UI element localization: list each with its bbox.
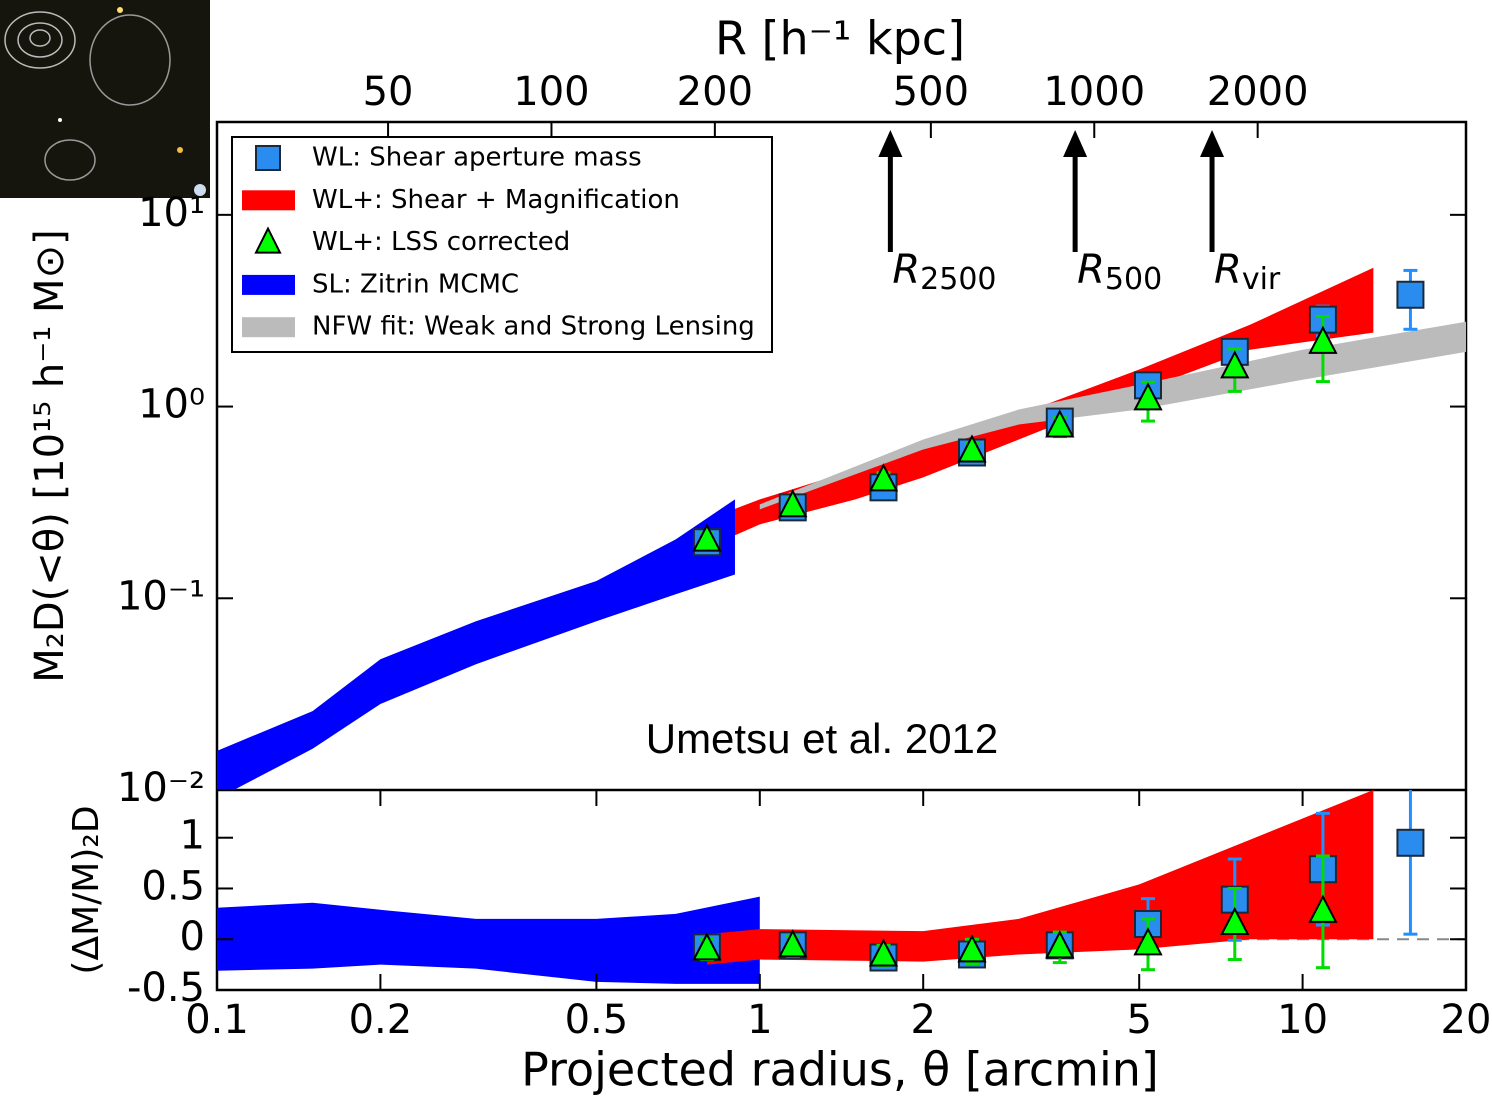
y-tick-label: 10⁻² <box>117 765 205 811</box>
arrow-label-sub: 500 <box>1105 262 1162 297</box>
point <box>692 523 722 552</box>
point <box>1133 382 1163 411</box>
x-tick-label: 0.2 <box>349 997 413 1043</box>
arrow-label-main: R <box>892 247 920 293</box>
point <box>1045 930 1075 959</box>
band <box>217 499 735 790</box>
legend-label: WL: Shear aperture mass <box>312 143 642 173</box>
arrow-label: Rvir <box>1214 247 1281 297</box>
panel <box>217 790 1466 984</box>
annotation: Umetsu et al. 2012 <box>646 715 999 762</box>
y-axis-label: M₂D(<θ) [10¹⁵ h⁻¹ M⊙] <box>27 229 73 682</box>
point <box>1045 409 1075 438</box>
point <box>1220 906 1250 936</box>
plot-frame <box>215 120 1468 992</box>
x-tick-label: 10 <box>1277 997 1328 1043</box>
arrow-label-main: R <box>1214 247 1242 293</box>
x2-tick-label: 2000 <box>1207 69 1309 115</box>
y-tick-label: 10⁻¹ <box>117 573 205 619</box>
arrow-label-sub: vir <box>1242 262 1281 297</box>
point <box>868 938 899 967</box>
point <box>778 929 808 958</box>
arrow-head <box>878 130 903 157</box>
band <box>759 321 1466 510</box>
legend-swatch <box>255 145 281 171</box>
x2-axis-label: R [h⁻¹ kpc] <box>715 12 965 66</box>
point <box>1133 927 1163 956</box>
y-tick-label: 0 <box>180 914 205 960</box>
y-tick-label: 1 <box>180 813 205 859</box>
legend-label: WL+: LSS corrected <box>312 227 570 257</box>
band <box>707 790 1374 965</box>
legend-label: SL: Zitrin MCMC <box>312 269 519 299</box>
band <box>217 896 760 984</box>
legend-box <box>231 136 773 353</box>
point <box>1396 828 1425 857</box>
y-tick-label: 10⁰ <box>138 382 205 428</box>
legend-swatch <box>254 226 282 254</box>
legend-swatch <box>242 317 295 338</box>
arrow-head <box>1063 130 1088 157</box>
x-tick-label: 1 <box>747 997 772 1043</box>
y-tick-label: -0.5 <box>127 965 205 1011</box>
point <box>1220 350 1250 379</box>
legend-swatch <box>242 190 295 211</box>
arrow-label-sub: 2500 <box>920 262 996 297</box>
arrow-label: R500 <box>1077 247 1162 297</box>
point <box>1308 325 1338 354</box>
x-tick-label: 5 <box>1126 997 1151 1043</box>
x-tick-label: 0.5 <box>565 997 629 1043</box>
x-tick-label: 0.1 <box>185 997 249 1043</box>
thumbnail <box>0 0 210 198</box>
point <box>1308 894 1338 923</box>
point <box>957 434 987 463</box>
y-axis-label: (ΔM/M)₂D <box>66 805 107 974</box>
point <box>1396 280 1425 309</box>
x2-tick-label: 1000 <box>1043 69 1145 115</box>
x-tick-label: 20 <box>1441 997 1492 1043</box>
y-tick-label: 0.5 <box>141 863 205 909</box>
legend-label: NFW fit: Weak and Strong Lensing <box>312 312 755 342</box>
x-axis-label: Projected radius, θ [arcmin] <box>521 1043 1159 1097</box>
x-tick-label: 2 <box>910 997 935 1043</box>
arrow-head <box>1200 130 1225 157</box>
x2-tick-label: 50 <box>363 69 414 115</box>
arrow-label-main: R <box>1077 247 1105 293</box>
point <box>868 463 899 492</box>
y-tick-label: 10¹ <box>138 190 205 236</box>
point <box>692 932 722 961</box>
x2-tick-label: 100 <box>513 69 589 115</box>
arrow-label: R2500 <box>892 247 996 297</box>
point <box>957 934 987 963</box>
x2-tick-label: 500 <box>893 69 969 115</box>
x2-tick-label: 200 <box>677 69 753 115</box>
legend-label: WL+: Shear + Magnification <box>312 185 680 215</box>
legend-swatch <box>242 274 295 295</box>
point <box>778 489 808 518</box>
panel <box>217 267 1466 790</box>
